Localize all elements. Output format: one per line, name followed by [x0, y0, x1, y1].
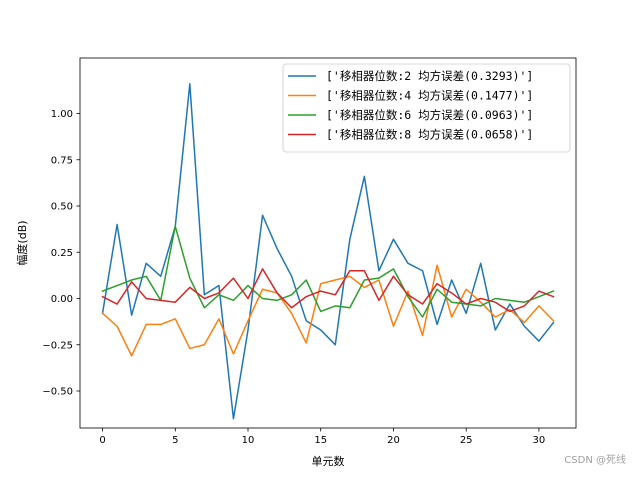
- x-tick-label: 25: [460, 435, 473, 446]
- y-tick-label: 0.75: [51, 155, 73, 166]
- y-tick-label: −0.50: [42, 387, 73, 398]
- x-tick-label: 30: [533, 435, 546, 446]
- x-axis-label: 单元数: [312, 455, 345, 468]
- watermark: CSDN @死线: [564, 455, 626, 466]
- legend-label-4: ['移相器位数:8 均方误差(0.0658)']: [326, 128, 533, 142]
- y-tick-label: 0.25: [51, 248, 73, 259]
- y-tick-label: 0.50: [51, 202, 73, 213]
- plot-frame: [79, 57, 577, 429]
- x-tick-label: 15: [314, 435, 327, 446]
- x-tick-label: 10: [242, 435, 255, 446]
- y-axis-label: 幅度(dB): [15, 220, 29, 265]
- series-layer: [101, 83, 555, 420]
- series-line-1: [101, 83, 555, 420]
- legend: ['移相器位数:2 均方误差(0.3293)'] ['移相器位数:4 均方误差(0…: [282, 63, 571, 153]
- legend-label-2: ['移相器位数:4 均方误差(0.1477)']: [326, 89, 533, 103]
- x-tick-label: 0: [99, 435, 105, 446]
- series-line-3: [101, 225, 555, 318]
- legend-box: [282, 63, 571, 153]
- x-tick-label: 5: [172, 435, 178, 446]
- y-tick-label: 0.00: [51, 294, 73, 305]
- series-line-4: [101, 268, 555, 313]
- x-axis-ticks: 0 5 10 15 20 25 30: [99, 428, 545, 446]
- y-tick-label: 1.00: [51, 109, 73, 120]
- legend-label-1: ['移相器位数:2 均方误差(0.3293)']: [326, 69, 533, 83]
- legend-label-3: ['移相器位数:6 均方误差(0.0963)']: [326, 108, 533, 122]
- x-tick-label: 20: [387, 435, 400, 446]
- y-tick-label: −0.25: [42, 340, 73, 351]
- y-axis-ticks: −0.50 −0.25 0.00 0.25 0.50 0.75 1.00: [42, 109, 80, 398]
